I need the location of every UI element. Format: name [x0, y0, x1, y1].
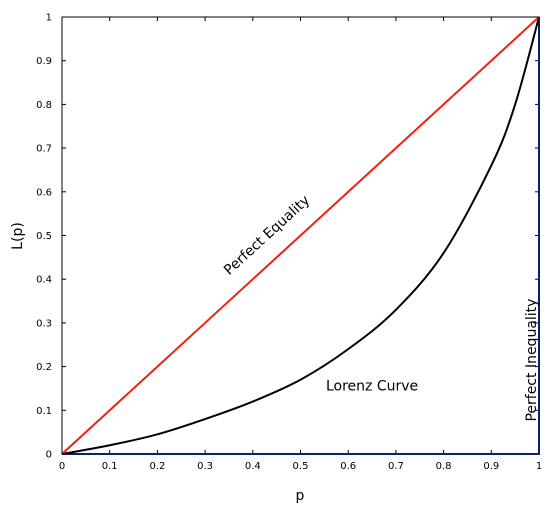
y-tick-label: 0.6: [36, 187, 52, 198]
y-tick-label: 0.8: [36, 100, 52, 111]
x-tick-label: 0.6: [340, 461, 356, 472]
y-tick-label: 0.5: [36, 231, 52, 242]
x-tick-label: 0.9: [483, 461, 499, 472]
x-tick-label: 0.1: [102, 461, 118, 472]
x-tick-label: 0.3: [197, 461, 213, 472]
perfect-inequality-label: Perfect Inequality: [524, 299, 540, 422]
plot-frame: [61, 16, 540, 455]
y-tick-label: 0.1: [36, 406, 52, 417]
tick-labels: 0 0.1 0.2 0.3 0.4 0.5 0.6 0.7 0.8 0.9 1 0 0.1 0.2 0.3 0…: [36, 13, 542, 473]
y-tick-label: 0.3: [36, 318, 52, 329]
x-tick-label: 1: [536, 461, 542, 472]
x-tick-label: 0.7: [388, 461, 404, 472]
y-tick-label: 0.2: [36, 362, 52, 373]
x-tick-label: 0.8: [436, 461, 452, 472]
series-lines: [61, 16, 540, 455]
lorenz-curve-line: [61, 16, 540, 455]
perfect-equality-line: [61, 16, 540, 455]
y-axis-title: L(p): [10, 222, 26, 250]
y-tick-label: 0: [46, 450, 52, 461]
y-tick-label: 1: [46, 13, 52, 24]
y-tick-label: 0.7: [36, 144, 52, 155]
lorenz-curve-label: Lorenz Curve: [326, 378, 418, 394]
y-tick-label: 0.4: [36, 275, 52, 286]
y-tick-label: 0.9: [36, 56, 52, 67]
x-tick-label: 0: [59, 461, 65, 472]
x-tick-label: 0.2: [149, 461, 165, 472]
x-tick-label: 0.5: [293, 461, 309, 472]
x-tick-label: 0.4: [245, 461, 261, 472]
x-axis-title: p: [296, 488, 305, 504]
